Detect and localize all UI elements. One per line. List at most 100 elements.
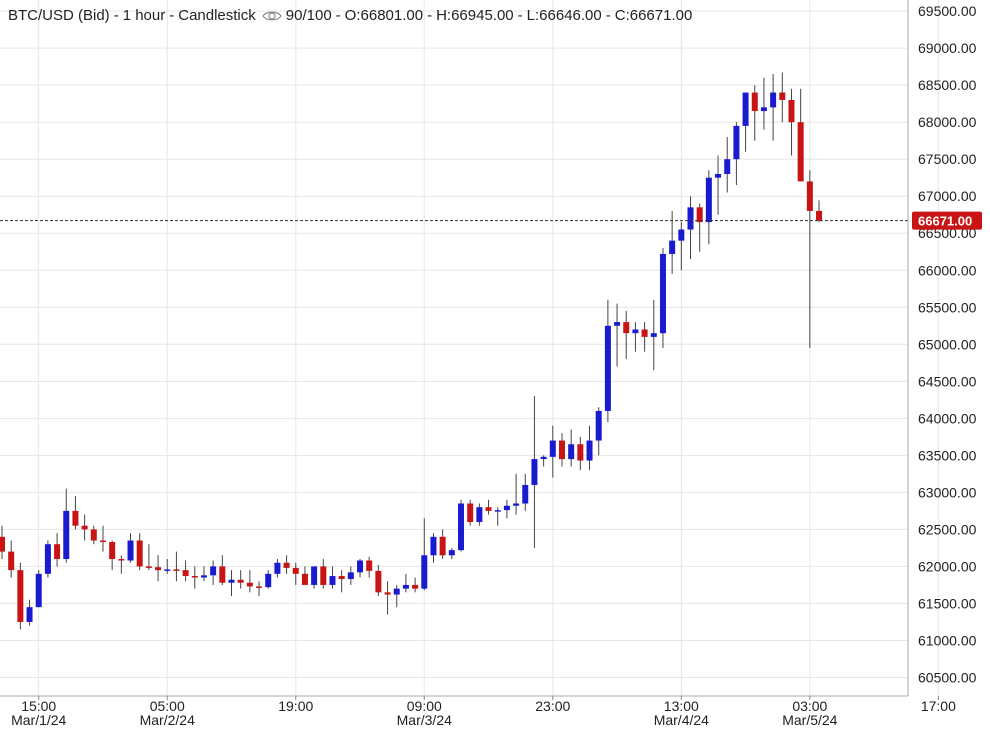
candle[interactable] xyxy=(72,496,79,530)
candle[interactable] xyxy=(210,560,217,585)
candle[interactable] xyxy=(494,507,501,526)
candle[interactable] xyxy=(283,555,290,574)
symbol-label[interactable]: BTC/USD (Bid) xyxy=(8,7,110,24)
candle[interactable] xyxy=(118,555,125,574)
candle[interactable] xyxy=(705,170,712,245)
candle[interactable] xyxy=(173,551,180,582)
candle[interactable] xyxy=(476,503,483,526)
candle-body-up xyxy=(659,253,666,334)
candle[interactable] xyxy=(595,407,602,456)
candle[interactable] xyxy=(485,499,492,515)
candle[interactable] xyxy=(669,211,676,274)
candle[interactable] xyxy=(347,566,354,585)
candle[interactable] xyxy=(604,299,611,423)
candle[interactable] xyxy=(127,533,134,563)
candle[interactable] xyxy=(8,540,15,578)
candle[interactable] xyxy=(26,599,33,626)
candle[interactable] xyxy=(81,514,88,541)
candle[interactable] xyxy=(246,570,253,593)
candle[interactable] xyxy=(393,584,400,608)
candle[interactable] xyxy=(35,570,42,608)
candle[interactable] xyxy=(522,473,529,511)
candle[interactable] xyxy=(614,303,621,367)
candle[interactable] xyxy=(219,555,226,585)
candle[interactable] xyxy=(375,564,382,597)
candle[interactable] xyxy=(458,499,464,552)
candle[interactable] xyxy=(632,322,639,352)
candle[interactable] xyxy=(329,566,336,589)
candle[interactable] xyxy=(90,525,97,545)
candle[interactable] xyxy=(724,136,731,193)
candle[interactable] xyxy=(292,562,299,585)
candle[interactable] xyxy=(265,570,272,589)
candle[interactable] xyxy=(797,88,804,182)
chart-style-label[interactable]: Candlestick xyxy=(178,7,256,24)
candle[interactable] xyxy=(54,533,61,567)
candle[interactable] xyxy=(751,85,758,141)
price-axis[interactable]: 69500.00 69000.00 68500.00 68000.00 67500.00… xyxy=(918,3,977,685)
candle[interactable] xyxy=(650,299,657,371)
candle[interactable] xyxy=(586,425,593,471)
candle[interactable] xyxy=(448,547,455,560)
candle[interactable] xyxy=(568,429,575,467)
candle[interactable] xyxy=(531,396,538,548)
candle[interactable] xyxy=(439,529,446,560)
candle[interactable] xyxy=(99,525,106,552)
candle[interactable] xyxy=(623,310,630,360)
candle[interactable] xyxy=(301,566,308,585)
candle[interactable] xyxy=(430,533,437,563)
candle[interactable] xyxy=(412,577,419,593)
candle[interactable] xyxy=(678,222,685,271)
candle[interactable] xyxy=(357,559,364,578)
candle[interactable] xyxy=(228,570,235,597)
candle[interactable] xyxy=(338,570,345,593)
candle[interactable] xyxy=(733,122,740,186)
candle[interactable] xyxy=(145,544,152,571)
candle[interactable] xyxy=(44,540,51,578)
candle[interactable] xyxy=(549,425,556,478)
candle[interactable] xyxy=(200,566,207,582)
candle[interactable] xyxy=(770,74,777,141)
candle[interactable] xyxy=(274,559,281,578)
candle[interactable] xyxy=(256,581,263,597)
candle[interactable] xyxy=(742,92,749,152)
candle[interactable] xyxy=(779,72,786,123)
candle[interactable] xyxy=(384,581,391,615)
candle-body-down xyxy=(412,584,419,589)
candle[interactable] xyxy=(311,566,318,589)
candle[interactable] xyxy=(467,499,474,526)
candle[interactable] xyxy=(320,559,327,589)
time-tick-label: 13:00 xyxy=(664,698,699,714)
candle[interactable] xyxy=(164,559,171,574)
candle[interactable] xyxy=(540,455,547,467)
candle[interactable] xyxy=(182,560,189,582)
candle[interactable] xyxy=(696,203,703,252)
candle[interactable] xyxy=(402,573,409,593)
candle[interactable] xyxy=(687,196,694,260)
candle[interactable] xyxy=(191,566,198,589)
candle[interactable] xyxy=(503,499,510,519)
candle[interactable] xyxy=(421,518,428,591)
candle[interactable] xyxy=(558,433,565,467)
candle[interactable] xyxy=(0,525,5,560)
interval-label[interactable]: 1 hour xyxy=(122,7,166,24)
candle[interactable] xyxy=(366,556,373,578)
candle[interactable] xyxy=(641,322,648,352)
candle[interactable] xyxy=(63,488,70,563)
candle[interactable] xyxy=(715,155,722,215)
candle[interactable] xyxy=(788,88,795,156)
candle[interactable] xyxy=(155,555,162,582)
candle[interactable] xyxy=(17,562,24,630)
eye-icon[interactable] xyxy=(262,9,282,23)
candle[interactable] xyxy=(577,436,584,471)
candle[interactable] xyxy=(237,570,244,589)
candle[interactable] xyxy=(806,170,813,348)
candle[interactable] xyxy=(816,200,823,223)
candle[interactable] xyxy=(109,540,116,571)
candle[interactable] xyxy=(659,248,666,348)
candle[interactable] xyxy=(513,473,520,515)
candle[interactable] xyxy=(760,77,767,130)
candle[interactable] xyxy=(136,533,143,571)
